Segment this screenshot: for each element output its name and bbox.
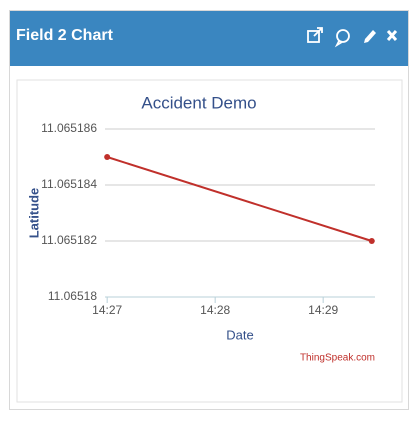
comment-icon[interactable] xyxy=(334,29,350,48)
x-tick-label: 14:28 xyxy=(200,303,230,317)
y-tick-label: 11.065182 xyxy=(41,233,97,247)
data-line xyxy=(106,156,373,242)
data-point xyxy=(104,154,111,160)
open-icon[interactable] xyxy=(307,27,323,43)
credit: ThingSpeak.com xyxy=(300,353,375,364)
y-tick-label: 11.065184 xyxy=(41,177,97,191)
x-tick-label: 14:27 xyxy=(92,303,122,317)
chart-frame xyxy=(16,79,403,403)
widget-title: Field 2 Chart xyxy=(16,27,113,44)
x-tick-label: 14:29 xyxy=(308,303,338,317)
widget-icons xyxy=(307,27,398,48)
close-icon[interactable] xyxy=(386,30,398,41)
y-tick-label: 11.06518 xyxy=(48,289,97,303)
chart-title: Accident Demo xyxy=(141,93,256,112)
data-point xyxy=(368,238,375,244)
edit-icon[interactable] xyxy=(364,30,376,43)
widget: Field 2 Chart xyxy=(9,10,409,410)
widget-header: Field 2 Chart xyxy=(10,11,408,66)
x-axis-label: Date xyxy=(226,327,253,342)
y-axis-label: Latitude xyxy=(26,188,41,239)
y-tick-label: 11.065186 xyxy=(41,121,97,135)
